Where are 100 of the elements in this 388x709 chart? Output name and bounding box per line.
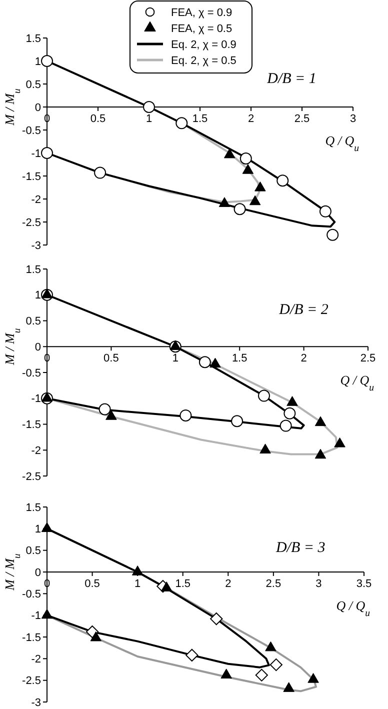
x-tick-label: 0.5	[104, 352, 119, 365]
point	[326, 228, 339, 241]
x-tick-label: 3.5	[356, 578, 372, 590]
y-tick-label: 1.5	[26, 264, 41, 276]
y-tick-label: -0.5	[22, 367, 41, 380]
y-tick-label: -2.5	[22, 675, 41, 688]
y-tick-label: -2	[31, 444, 41, 457]
x-tick-label: 2	[248, 113, 254, 125]
point	[283, 682, 294, 692]
y-tick-label: -3	[31, 696, 41, 709]
point	[270, 658, 282, 672]
point	[220, 668, 232, 678]
point	[276, 174, 289, 187]
point	[210, 612, 223, 626]
point	[106, 410, 117, 420]
point	[280, 420, 292, 432]
point	[242, 164, 254, 174]
legend-label: FEA, χ = 0.9	[171, 6, 232, 19]
annotation: D/B = 1	[266, 71, 316, 87]
y-tick-label: -2.5	[22, 470, 41, 483]
point	[254, 182, 266, 192]
x-tick-label: 0.5	[84, 578, 100, 590]
y-tick-label: 1	[34, 56, 41, 68]
x-tick-label: 2.5	[360, 352, 376, 365]
y-tick-label: 1.5	[26, 502, 41, 514]
point	[176, 117, 188, 130]
point	[260, 444, 271, 454]
point	[255, 668, 268, 682]
point	[240, 152, 252, 165]
y-tick-label: 0.5	[26, 316, 41, 328]
legend-label: Eq. 2, χ = 0.5	[171, 54, 236, 67]
x-tick-label: 1	[172, 352, 178, 365]
point	[308, 673, 319, 683]
point	[170, 340, 182, 350]
y-tick-label: -1	[31, 610, 41, 622]
point	[249, 195, 261, 206]
x-tick-label: 1.5	[232, 352, 248, 365]
x-tick-label: 0.5	[90, 113, 106, 125]
y-tick-label: -2	[31, 654, 41, 666]
y-tick-label: -3	[31, 240, 41, 252]
point	[186, 648, 198, 662]
x-axis-title: Q / Q$_{u}$	[325, 133, 360, 154]
y-tick-label: 1.5	[26, 32, 41, 45]
y-tick-label: 0.5	[26, 78, 41, 91]
point	[234, 203, 246, 216]
point	[224, 148, 236, 158]
point	[180, 409, 192, 422]
point	[94, 166, 106, 179]
annotation: D/B = 2	[278, 302, 329, 318]
point	[41, 55, 53, 67]
point	[160, 582, 172, 592]
legend-label: FEA, χ = 0.5	[171, 22, 232, 35]
y-tick-label: 1	[34, 524, 41, 536]
x-tick-label: 2	[300, 352, 307, 365]
x-tick-label: 1.5	[192, 113, 208, 125]
point	[258, 390, 270, 402]
x-tick-label: 3	[316, 578, 322, 590]
y-tick-label: -1.5	[22, 632, 41, 644]
point	[143, 101, 155, 113]
y-tick-label: -1.5	[22, 170, 41, 183]
legend-label: Eq. 2, χ = 0.9	[171, 38, 236, 51]
point	[231, 415, 244, 428]
y-tick-label: 1	[34, 290, 41, 302]
y-tick-label: 0	[34, 102, 41, 114]
point	[319, 205, 332, 218]
y-tick-label: 0	[34, 341, 41, 354]
y-tick-label: -2.5	[22, 216, 41, 229]
y-tick-label: -0.5	[22, 124, 41, 137]
point	[41, 147, 53, 159]
x-tick-label: 2	[225, 578, 232, 590]
y-tick-label: 0	[34, 566, 41, 579]
x-tick-label: 2.5	[294, 113, 310, 125]
x-tick-label: 1	[146, 113, 152, 125]
point	[41, 608, 53, 619]
point	[265, 641, 276, 652]
y-tick-label: 0.5	[26, 545, 41, 558]
point	[90, 631, 102, 642]
x-tick-label: 1	[134, 578, 141, 590]
x-axis-title: Q / Q$_{u}$	[336, 598, 370, 618]
y-tick-label: -2	[31, 194, 41, 206]
y-tick-label: -1.5	[22, 419, 41, 432]
point	[41, 288, 53, 298]
x-axis-title: Q / Q$_{u}$	[340, 372, 374, 394]
y-tick-label: -1	[31, 393, 41, 406]
point	[41, 392, 53, 402]
point	[314, 416, 326, 426]
point	[334, 437, 346, 448]
point	[314, 448, 326, 459]
point	[198, 356, 211, 368]
point	[41, 522, 53, 532]
y-tick-label: -0.5	[22, 588, 41, 601]
point	[210, 358, 221, 368]
x-tick-label: 3	[350, 113, 356, 125]
point	[286, 396, 298, 406]
x-tick-label: 1.5	[175, 578, 191, 590]
y-tick-label: -1	[31, 148, 41, 160]
x-tick-label: 2.5	[266, 578, 282, 590]
point	[284, 407, 296, 420]
point	[132, 566, 144, 576]
point	[98, 403, 111, 416]
